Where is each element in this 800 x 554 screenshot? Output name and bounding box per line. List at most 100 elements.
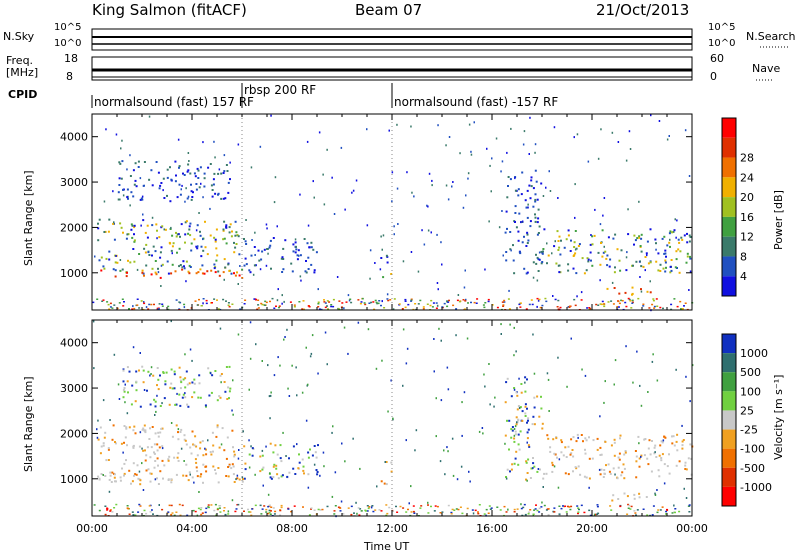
- power-noise-cell: [140, 224, 142, 227]
- power-cell: [608, 265, 611, 268]
- power-noise-cell: [410, 125, 412, 128]
- velocity-colorbar-swatch: [722, 372, 736, 392]
- power-ground-cell: [143, 302, 146, 305]
- velocity-cell: [134, 473, 137, 476]
- power-cell: [192, 191, 194, 194]
- power-noise-cell: [163, 228, 165, 231]
- velocity-cell: [195, 461, 198, 464]
- power-cell: [602, 251, 605, 254]
- velocity-cell: [216, 426, 219, 429]
- power-ground-cell: [458, 300, 461, 303]
- power-cell: [189, 266, 192, 268]
- power-noise-cell: [259, 268, 262, 271]
- velocity-cell: [214, 469, 216, 471]
- power-noise-cell: [176, 233, 179, 236]
- velocity-ground-cell: [372, 510, 375, 513]
- velocity-noise-cell: [654, 494, 657, 496]
- power-noise-cell: [611, 131, 614, 134]
- power-noise-cell: [355, 179, 358, 182]
- power-ground-cell: [332, 298, 335, 301]
- velocity-noise-cell: [324, 331, 327, 334]
- velocity-cell: [583, 475, 586, 478]
- power-cell: [182, 260, 185, 263]
- power-cell: [222, 228, 225, 231]
- velocity-ground-cell: [197, 507, 200, 510]
- power-cell: [578, 243, 581, 246]
- power-colorbar-swatch: [722, 276, 736, 296]
- power-cell: [155, 223, 158, 226]
- power-cell: [202, 249, 205, 252]
- power-noise-cell: [188, 160, 190, 162]
- power-ground-cell: [216, 299, 218, 301]
- power-ground-cell: [254, 298, 257, 300]
- velocity-noise-cell: [509, 323, 511, 326]
- power-cell: [199, 166, 202, 169]
- velocity-cell: [149, 427, 151, 430]
- power-ground-cell: [107, 303, 110, 306]
- power-noise-cell: [380, 235, 382, 238]
- power-ground-cell: [525, 308, 528, 310]
- power-ground-cell: [652, 298, 655, 300]
- velocity-ground-cell: [478, 504, 481, 506]
- power-cell: [689, 257, 692, 260]
- velocity-noise-cell: [285, 455, 287, 457]
- velocity-noise-cell: [198, 491, 200, 493]
- velocity-cell: [160, 427, 163, 430]
- power-cell: [97, 227, 100, 230]
- power-cell: [222, 238, 225, 241]
- x-tick-label: 20:00: [576, 522, 608, 535]
- velocity-noise-cell: [357, 321, 360, 324]
- power-cell: [155, 273, 158, 276]
- power-cell: [525, 206, 528, 209]
- power-cell: [197, 177, 200, 179]
- power-cell: [530, 176, 533, 179]
- power-cell: [178, 183, 181, 186]
- power-ground-cell: [487, 298, 490, 301]
- velocity-cell: [270, 477, 273, 480]
- power-noise-cell: [333, 213, 336, 215]
- power-cell: [597, 251, 600, 254]
- velocity-cell: [123, 387, 126, 389]
- power-noise-cell: [397, 223, 399, 225]
- power-ground-cell: [393, 298, 396, 300]
- velocity-cell: [104, 475, 107, 477]
- power-ground-cell: [293, 304, 296, 306]
- velocity-noise-cell: [231, 499, 234, 502]
- velocity-cell: [259, 455, 262, 458]
- power-cell: [601, 229, 604, 232]
- power-cell: [385, 254, 388, 257]
- velocity-cell: [623, 492, 626, 495]
- power-cell: [512, 244, 514, 247]
- velocity-ground-cell: [339, 510, 342, 512]
- velocity-cell: [275, 464, 278, 467]
- velocity-noise-cell: [209, 372, 212, 375]
- power-cell: [520, 193, 523, 196]
- power-noise-cell: [689, 270, 692, 273]
- power-ground-cell: [476, 298, 479, 300]
- velocity-ground-cell: [111, 511, 114, 513]
- velocity-cell: [202, 481, 204, 484]
- power-cell: [186, 170, 189, 173]
- velocity-ground-cell: [652, 505, 655, 507]
- velocity-cell: [311, 454, 314, 457]
- velocity-cell: [549, 450, 552, 453]
- velocity-colorbar-swatch: [722, 429, 736, 449]
- power-cell: [119, 269, 122, 272]
- power-noise-cell: [538, 251, 541, 254]
- velocity-colorbar-tick-label: -25: [740, 424, 758, 437]
- power-ground-cell: [600, 303, 603, 306]
- velocity-ground-cell: [671, 512, 674, 514]
- velocity-cell: [208, 394, 211, 397]
- velocity-ground-cell: [609, 505, 612, 507]
- power-cell: [669, 271, 672, 274]
- velocity-ground-cell: [490, 507, 493, 509]
- power-cell: [119, 162, 122, 165]
- power-ground-cell: [368, 302, 371, 304]
- power-noise-cell: [626, 251, 628, 254]
- velocity-noise-cell: [603, 401, 605, 404]
- velocity-cell: [182, 474, 185, 477]
- power-ground-cell: [253, 298, 256, 300]
- velocity-cell: [226, 398, 229, 400]
- velocity-cell: [599, 446, 602, 449]
- power-cell: [528, 184, 531, 187]
